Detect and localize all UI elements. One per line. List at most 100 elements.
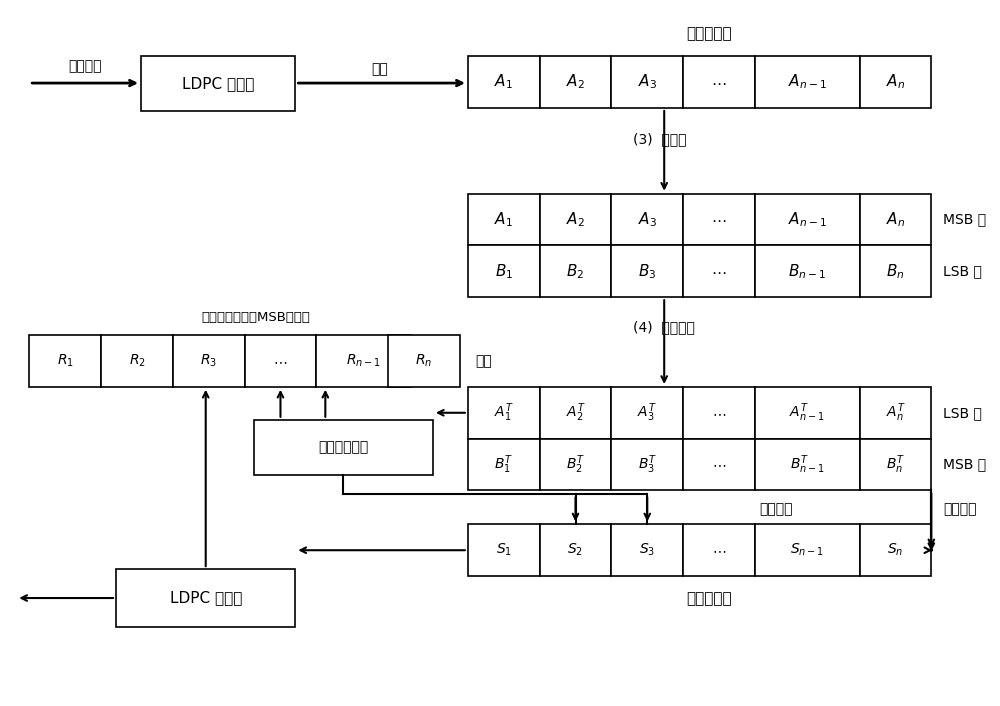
Bar: [540, 387, 611, 438]
Text: $A_1^T$: $A_1^T$: [494, 402, 514, 424]
Text: $R_n$: $R_n$: [415, 353, 433, 369]
Bar: [468, 246, 540, 297]
Text: $S_3$: $S_3$: [639, 542, 655, 558]
Bar: [683, 56, 755, 108]
Text: $S_1$: $S_1$: [496, 542, 512, 558]
Text: $B_2^T$: $B_2^T$: [566, 453, 585, 476]
Bar: [755, 525, 860, 576]
Bar: [116, 569, 295, 627]
Text: $B_n^T$: $B_n^T$: [886, 453, 905, 476]
Bar: [611, 525, 683, 576]
Text: 缓存: 缓存: [475, 354, 492, 368]
Bar: [611, 193, 683, 246]
Text: LSB 页: LSB 页: [943, 264, 982, 278]
Text: (3)  写操作: (3) 写操作: [633, 132, 687, 146]
Text: $A_2$: $A_2$: [566, 73, 585, 91]
Bar: [540, 193, 611, 246]
Text: $B_1$: $B_1$: [495, 262, 513, 281]
Bar: [316, 335, 411, 387]
Bar: [683, 193, 755, 246]
Text: $\cdots$: $\cdots$: [711, 75, 727, 90]
Text: $S_2$: $S_2$: [567, 542, 584, 558]
Text: $A_{n-1}$: $A_{n-1}$: [788, 210, 827, 229]
Bar: [683, 438, 755, 491]
Text: $B_3^T$: $B_3^T$: [638, 453, 657, 476]
Text: $A_3$: $A_3$: [638, 210, 657, 229]
Text: 译码结果对应的MSB软信息: 译码结果对应的MSB软信息: [201, 311, 310, 323]
Text: $\cdots$: $\cdots$: [712, 457, 726, 472]
Text: $R_2$: $R_2$: [129, 353, 145, 369]
Bar: [755, 56, 860, 108]
Text: LSB 页: LSB 页: [943, 406, 982, 420]
Text: $S_{n-1}$: $S_{n-1}$: [790, 542, 824, 558]
Text: $A_{n-1}$: $A_{n-1}$: [788, 73, 827, 91]
Text: $A_n^T$: $A_n^T$: [886, 402, 905, 424]
Bar: [611, 246, 683, 297]
Bar: [173, 335, 245, 387]
Text: $A_3$: $A_3$: [638, 73, 657, 91]
Text: MSB 页: MSB 页: [943, 457, 986, 472]
Bar: [254, 420, 433, 474]
Bar: [540, 56, 611, 108]
Bar: [468, 438, 540, 491]
Bar: [245, 335, 316, 387]
Bar: [468, 56, 540, 108]
Bar: [540, 246, 611, 297]
Text: LDPC 译码器: LDPC 译码器: [170, 590, 242, 606]
Bar: [388, 335, 460, 387]
Text: $A_1$: $A_1$: [494, 73, 513, 91]
Text: $B_1^T$: $B_1^T$: [494, 453, 513, 476]
Text: 保存错误特征: 保存错误特征: [318, 440, 368, 454]
Text: 第二次读: 第二次读: [759, 503, 792, 516]
Text: $A_n$: $A_n$: [886, 210, 905, 229]
Bar: [860, 525, 931, 576]
Bar: [860, 438, 931, 491]
Bar: [141, 56, 295, 111]
Bar: [540, 438, 611, 491]
Text: $A_2^T$: $A_2^T$: [566, 402, 585, 424]
Text: $\cdots$: $\cdots$: [712, 406, 726, 420]
Text: 页面寄存器: 页面寄存器: [686, 25, 732, 41]
Bar: [755, 246, 860, 297]
Bar: [755, 387, 860, 438]
Text: $A_n$: $A_n$: [886, 73, 905, 91]
Text: $A_3^T$: $A_3^T$: [637, 402, 657, 424]
Bar: [860, 246, 931, 297]
Bar: [755, 438, 860, 491]
Text: 传输: 传输: [372, 62, 389, 76]
Text: $B_3$: $B_3$: [638, 262, 656, 281]
Text: 第一次读: 第一次读: [943, 503, 977, 516]
Bar: [468, 525, 540, 576]
Bar: [611, 438, 683, 491]
Bar: [860, 387, 931, 438]
Text: $B_{n-1}$: $B_{n-1}$: [788, 262, 826, 281]
Bar: [101, 335, 173, 387]
Text: $\cdots$: $\cdots$: [273, 354, 288, 368]
Text: $A_{n-1}^T$: $A_{n-1}^T$: [789, 402, 825, 424]
Text: $B_{n-1}^T$: $B_{n-1}^T$: [790, 453, 825, 476]
Text: MSB 页: MSB 页: [943, 213, 986, 227]
Text: $B_n$: $B_n$: [886, 262, 905, 281]
Text: $A_2$: $A_2$: [566, 210, 585, 229]
Bar: [683, 246, 755, 297]
Text: $R_3$: $R_3$: [200, 353, 217, 369]
Bar: [611, 56, 683, 108]
Bar: [611, 387, 683, 438]
Text: $\cdots$: $\cdots$: [711, 212, 727, 227]
Bar: [755, 193, 860, 246]
Text: 比特序列: 比特序列: [68, 59, 102, 73]
Text: $A_1$: $A_1$: [494, 210, 513, 229]
Text: $\cdots$: $\cdots$: [712, 543, 726, 557]
Text: $B_2$: $B_2$: [566, 262, 585, 281]
Text: LDPC 编码器: LDPC 编码器: [182, 76, 254, 91]
Bar: [540, 525, 611, 576]
Bar: [468, 387, 540, 438]
Text: $R_{n-1}$: $R_{n-1}$: [346, 353, 381, 369]
Bar: [29, 335, 101, 387]
Bar: [860, 193, 931, 246]
Bar: [468, 193, 540, 246]
Bar: [683, 387, 755, 438]
Text: 页面寄存器: 页面寄存器: [686, 592, 732, 606]
Bar: [683, 525, 755, 576]
Bar: [860, 56, 931, 108]
